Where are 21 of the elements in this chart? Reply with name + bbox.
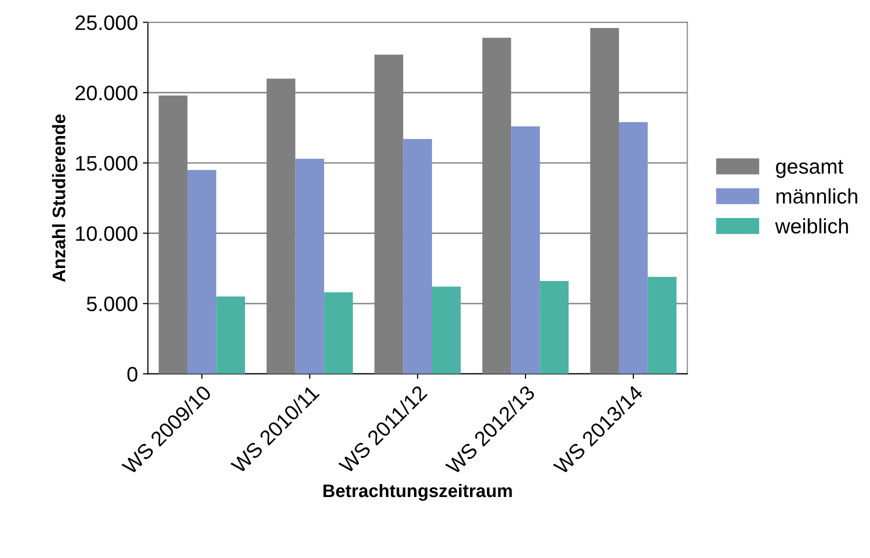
y-tick-label: 25.000 bbox=[76, 15, 138, 30]
y-axis-title: Anzahl Studierende bbox=[52, 114, 66, 282]
bar bbox=[216, 296, 245, 374]
bar bbox=[187, 170, 216, 374]
bar bbox=[295, 158, 324, 374]
bar bbox=[511, 126, 540, 374]
bar bbox=[403, 139, 432, 374]
bar bbox=[432, 286, 461, 374]
legend-label: männlich bbox=[776, 188, 858, 204]
y-tick-label: 0 bbox=[127, 366, 138, 382]
bar bbox=[324, 292, 353, 374]
y-tick-label: 20.000 bbox=[76, 86, 138, 100]
bar bbox=[540, 281, 569, 374]
legend-label: weiblich bbox=[775, 218, 848, 234]
legend-label: gesamt bbox=[776, 160, 844, 178]
x-axis-title: Betrachtungszeitraum bbox=[324, 484, 512, 501]
y-tick-label: 15.000 bbox=[76, 156, 138, 171]
bar bbox=[618, 122, 648, 374]
y-tick-label: 5.000 bbox=[86, 296, 138, 312]
bar bbox=[648, 276, 677, 374]
y-tick-label: 10.000 bbox=[76, 226, 138, 241]
